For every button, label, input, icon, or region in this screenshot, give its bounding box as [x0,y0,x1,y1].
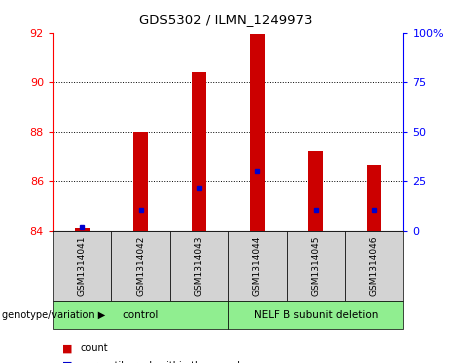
Text: GSM1314041: GSM1314041 [78,236,87,296]
Bar [308,151,323,231]
Text: ■: ■ [62,361,73,363]
Text: control: control [123,310,159,320]
Text: GSM1314046: GSM1314046 [370,236,378,296]
Text: ■: ■ [62,343,73,354]
Bar [192,72,207,231]
Text: count: count [81,343,108,354]
Text: GSM1314043: GSM1314043 [195,236,203,296]
Text: genotype/variation ▶: genotype/variation ▶ [2,310,106,320]
Bar [367,165,382,231]
Text: GSM1314042: GSM1314042 [136,236,145,296]
Bar [133,132,148,231]
Text: NELF B subunit deletion: NELF B subunit deletion [254,310,378,320]
Text: GSM1314045: GSM1314045 [311,236,320,296]
Text: GDS5302 / ILMN_1249973: GDS5302 / ILMN_1249973 [139,13,313,26]
Bar [75,228,89,231]
Text: GSM1314044: GSM1314044 [253,236,262,296]
Text: percentile rank within the sample: percentile rank within the sample [81,361,246,363]
Bar [250,34,265,231]
